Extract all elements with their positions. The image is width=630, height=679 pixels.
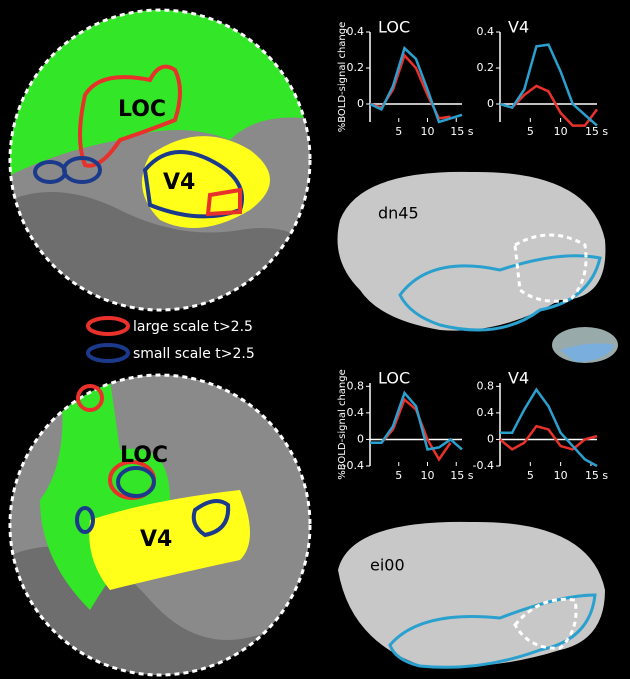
y-tick-label: 0.2 (477, 61, 495, 74)
x-tick-label: 10 (421, 469, 435, 482)
y-tick-label: 0.4 (347, 25, 365, 38)
data-line (370, 400, 451, 460)
chart-title: V4 (508, 369, 529, 388)
chart-title: LOC (378, 18, 410, 37)
legend-label: small scale t>2.5 (133, 346, 255, 362)
x-tick-label: 10 (554, 469, 568, 482)
y-tick-label: 0.2 (347, 61, 365, 74)
legend-swatch (88, 318, 128, 334)
x-tick-label: 15 s (450, 125, 473, 138)
y-tick-label: 0 (487, 97, 494, 110)
x-tick-label: 5 (395, 125, 402, 138)
roi-label: V4 (163, 170, 195, 195)
chart-title: V4 (508, 18, 529, 37)
x-tick-label: 15 s (585, 125, 608, 138)
subject-label: dn45 (378, 204, 419, 223)
legend-label: large scale t>2.5 (133, 319, 253, 335)
chart-title: LOC (378, 369, 410, 388)
y-tick-label: 0.4 (477, 25, 495, 38)
subject-label: ei00 (370, 556, 405, 575)
brain-render-bottom (338, 522, 605, 667)
y-tick-label: 0 (357, 97, 364, 110)
x-tick-label: 15 s (585, 469, 608, 482)
x-tick-label: 15 s (450, 469, 473, 482)
roi-label: V4 (140, 527, 172, 552)
data-line (370, 393, 462, 449)
y-tick-label: 0.4 (477, 406, 495, 419)
data-line (500, 45, 597, 126)
flat-map-bottom (0, 370, 320, 679)
flat-map-top (0, 0, 320, 320)
brain-render-top (338, 172, 619, 363)
data-line (500, 390, 597, 466)
y-tick-label: 0.8 (477, 379, 495, 392)
y-tick-label: -0.4 (473, 459, 494, 472)
roi-label: LOC (120, 443, 168, 468)
x-tick-label: 5 (527, 469, 534, 482)
figure: LOC V4 LOC V4 large scale t>2.5 small sc… (0, 0, 630, 679)
data-line (370, 48, 462, 122)
y-axis-label: %BOLD-signal change (337, 22, 348, 133)
x-tick-label: 5 (527, 125, 534, 138)
legend-swatch (88, 345, 128, 361)
x-tick-label: 10 (554, 125, 568, 138)
roi-label: LOC (118, 97, 166, 122)
x-tick-label: 10 (421, 125, 435, 138)
x-tick-label: 5 (395, 469, 402, 482)
y-tick-label: 0 (487, 432, 494, 445)
y-tick-label: 0.4 (347, 406, 365, 419)
y-tick-label: 0 (357, 432, 364, 445)
y-tick-label: 0.8 (347, 379, 365, 392)
y-axis-label: %BOLD-signal change (337, 369, 348, 480)
